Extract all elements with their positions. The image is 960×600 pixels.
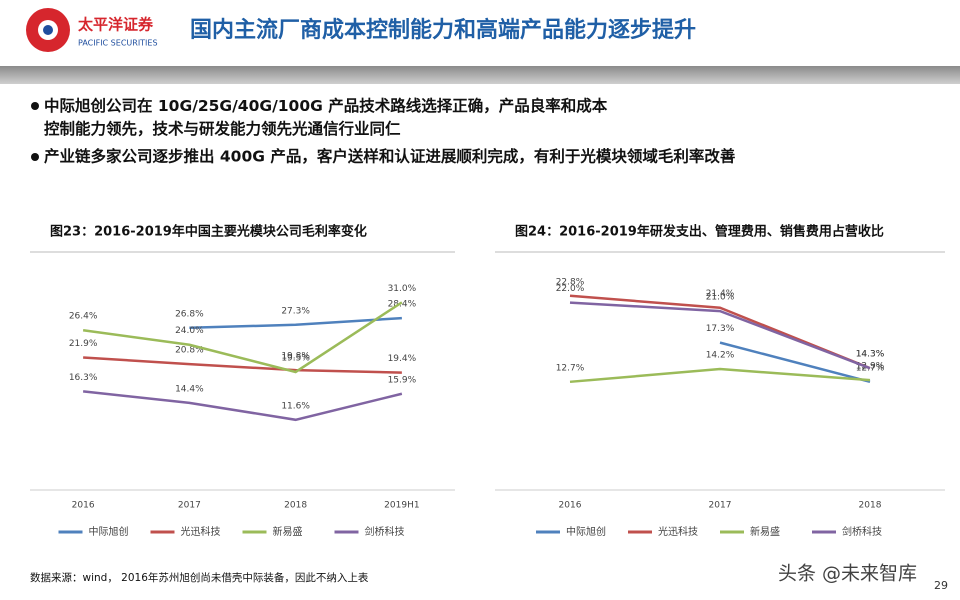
page-title: 国内主流厂商成本控制能力和高端产品能力逐步提升 [190, 17, 696, 43]
data-label: 14.3% [856, 350, 885, 360]
x-tick-label: 2016 [72, 501, 95, 511]
series-line [189, 316, 402, 330]
data-label: 20.8% [175, 346, 204, 356]
bullet-dot [31, 102, 39, 110]
data-label: 31.0% [388, 284, 417, 294]
chart-title: 图23：2016-2019年中国主要光模块公司毛利率变化 [50, 224, 367, 240]
page-number: 29 [934, 579, 948, 592]
legend-label: 新易盛 [750, 525, 780, 538]
x-tick-label: 2016 [559, 501, 582, 511]
x-tick-label: 2019H1 [384, 501, 419, 511]
data-label: 12.7% [856, 363, 885, 373]
data-label: 11.6% [281, 401, 310, 411]
bullet-line: 中际旭创公司在 10G/25G/40G/100G 产品技术路线选择正确，产品良率… [44, 96, 608, 115]
bullet-text: 中际旭创公司在 10G/25G/40G/100G 产品技术路线选择正确，产品良率… [44, 96, 608, 138]
x-tick-label: 2018 [284, 501, 307, 511]
header-bar [0, 66, 960, 84]
data-label: 28.4% [388, 300, 417, 310]
data-label: 21.4% [706, 289, 735, 299]
legend-label: 剑桥科技 [842, 525, 882, 538]
x-tick-label: 2018 [859, 501, 882, 511]
data-label: 19.4% [388, 354, 417, 364]
data-label: 24.0% [175, 326, 204, 336]
source-note: 数据来源：wind， 2016年苏州旭创尚未借壳中际装备，因此不纳入上表 [30, 571, 369, 584]
legend-label: 光迅科技 [658, 525, 698, 538]
chart-title: 图24：2016-2019年研发支出、管理费用、销售费用占营收比 [515, 224, 884, 240]
data-label: 14.4% [175, 384, 204, 394]
data-label: 14.2% [706, 351, 735, 361]
series-line [719, 341, 871, 384]
watermark: 头条 @未来智库 [778, 563, 917, 585]
series-line [82, 390, 403, 422]
logo-mark-core [43, 25, 53, 35]
data-label: 17.3% [706, 324, 735, 334]
bullet-line: 控制能力领先，技术与研发能力领先光通信行业同仁 [44, 119, 401, 138]
logo-cn: 太平洋证券 [78, 16, 154, 34]
data-label: 19.8% [281, 352, 310, 362]
data-label: 21.9% [69, 339, 98, 349]
legend-label: 新易盛 [273, 525, 303, 538]
legend-label: 光迅科技 [181, 525, 221, 538]
x-tick-label: 2017 [178, 501, 201, 511]
bullet-text: 产业链多家公司逐步推出 400G 产品，客户送样和认证进展顺利完成，有利于光模块… [44, 147, 736, 166]
data-label: 27.3% [281, 306, 310, 316]
legend-label: 中际旭创 [89, 525, 129, 538]
series-line [569, 367, 871, 384]
data-label: 22.0% [556, 284, 585, 294]
x-tick-label: 2017 [709, 501, 732, 511]
data-label: 12.7% [556, 363, 585, 373]
data-label: 16.3% [69, 373, 98, 383]
data-label: 26.8% [175, 309, 204, 319]
legend-label: 剑桥科技 [365, 525, 405, 538]
logo-en: PACIFIC SECURITIES [78, 39, 158, 48]
data-label: 14.3% [856, 350, 885, 360]
data-label: 15.9% [388, 375, 417, 385]
data-label: 22.8% [556, 277, 585, 287]
series-line [83, 356, 402, 374]
data-label: 12.9% [856, 362, 885, 372]
data-label: 21.0% [706, 293, 735, 303]
legend-label: 中际旭创 [566, 525, 606, 538]
data-label: 19.5% [281, 353, 310, 363]
series-line [82, 301, 403, 374]
data-label: 26.4% [69, 312, 98, 322]
series-line [569, 301, 871, 370]
bullet-dot [31, 153, 39, 161]
